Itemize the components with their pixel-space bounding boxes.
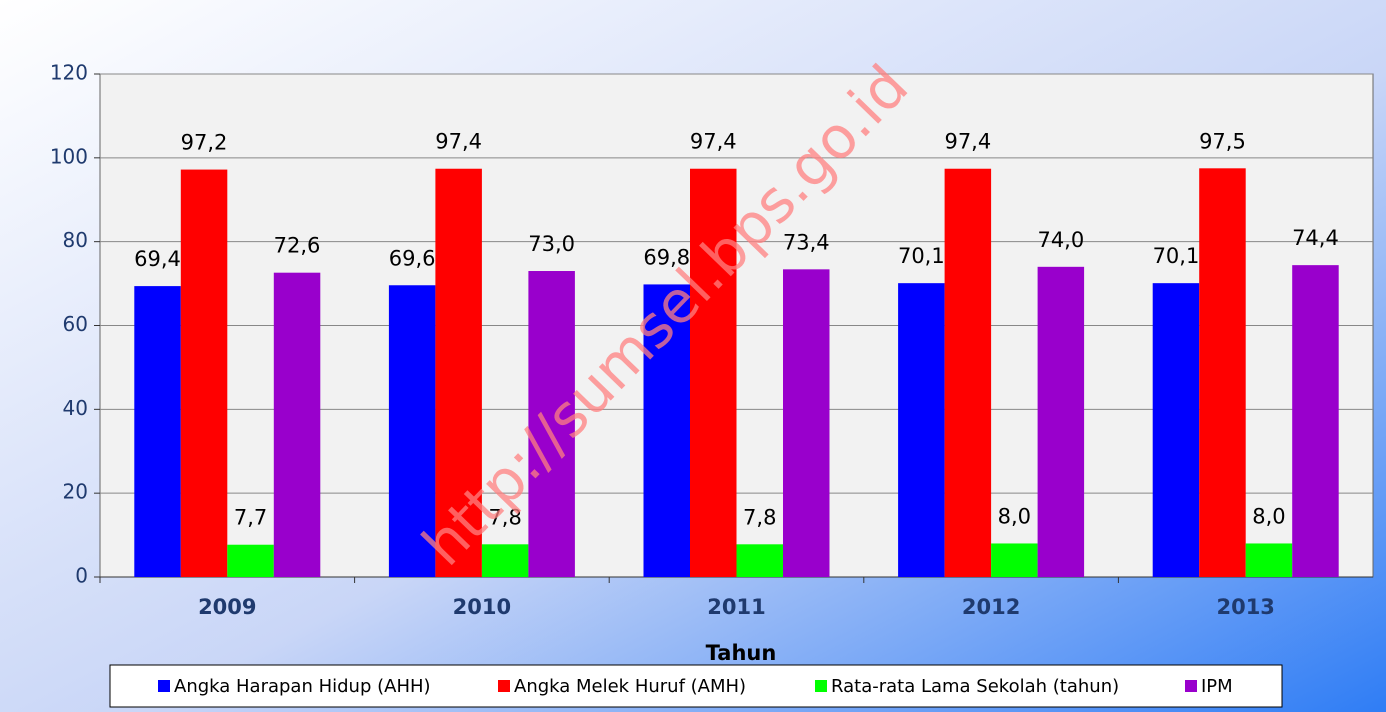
legend-label: Rata-rata Lama Sekolah (tahun) — [831, 676, 1119, 697]
value-label: 69,4 — [134, 247, 181, 271]
bar — [783, 269, 830, 577]
value-label: 8,0 — [1252, 504, 1285, 528]
value-label: 74,0 — [1037, 228, 1084, 252]
value-label: 73,0 — [528, 232, 575, 256]
bar — [944, 168, 992, 577]
bar — [991, 543, 1038, 577]
value-label: 97,4 — [690, 130, 737, 154]
x-tick-label: 2012 — [962, 595, 1020, 619]
legend-swatch — [815, 680, 827, 692]
x-tick-label: 2009 — [198, 595, 256, 619]
value-label: 97,4 — [435, 130, 482, 154]
value-label: 8,0 — [998, 504, 1031, 528]
legend-swatch — [1185, 680, 1197, 692]
bar — [736, 544, 783, 577]
value-label: 97,2 — [181, 131, 228, 155]
value-label: 72,6 — [274, 234, 321, 258]
bar — [227, 544, 274, 577]
legend-label: IPM — [1201, 676, 1233, 697]
y-tick-label: 0 — [75, 564, 88, 588]
bar — [1199, 168, 1246, 577]
bar — [1152, 283, 1200, 577]
value-label: 7,8 — [488, 505, 521, 529]
value-label: 7,8 — [743, 505, 776, 529]
value-label: 97,5 — [1199, 129, 1246, 153]
bar — [528, 271, 575, 577]
x-tick-label: 2013 — [1216, 595, 1274, 619]
bar — [690, 168, 737, 577]
y-tick-label: 120 — [50, 61, 88, 85]
bar — [273, 272, 321, 577]
value-label: 70,1 — [898, 244, 945, 268]
bar — [643, 284, 690, 577]
y-tick-label: 60 — [63, 312, 88, 336]
bar — [1292, 265, 1339, 577]
value-label: 69,6 — [389, 246, 436, 270]
bars — [134, 168, 1339, 577]
value-label: 7,7 — [234, 506, 267, 530]
legend — [109, 664, 1283, 708]
legend-label: Angka Harapan Hidup (AHH) — [174, 676, 431, 697]
legend-label: Angka Melek Huruf (AMH) — [514, 676, 746, 697]
value-label: 73,4 — [783, 230, 830, 254]
value-label: 70,1 — [1153, 244, 1200, 268]
bar — [1245, 543, 1293, 577]
bar — [388, 285, 436, 577]
y-tick-label: 80 — [63, 228, 88, 252]
bar — [180, 169, 228, 577]
legend-swatch — [498, 680, 510, 692]
legend-entries: Angka Harapan Hidup (AHH) Angka Melek Hur… — [158, 676, 1233, 697]
bar — [435, 168, 482, 577]
y-tick-label: 20 — [63, 480, 88, 504]
bar — [134, 286, 181, 577]
legend-swatch — [158, 680, 170, 692]
value-label: 74,4 — [1292, 226, 1339, 250]
x-tick-label: 2010 — [453, 595, 511, 619]
x-axis-title: Tahun — [706, 641, 777, 665]
value-label: 69,8 — [643, 245, 690, 269]
y-tick-label: 40 — [63, 396, 88, 420]
bar — [1037, 266, 1085, 577]
value-label: 97,4 — [944, 130, 991, 154]
x-tick-label: 2011 — [707, 595, 765, 619]
y-tick-label: 100 — [50, 144, 88, 168]
bar — [481, 544, 529, 577]
bar — [898, 283, 945, 577]
